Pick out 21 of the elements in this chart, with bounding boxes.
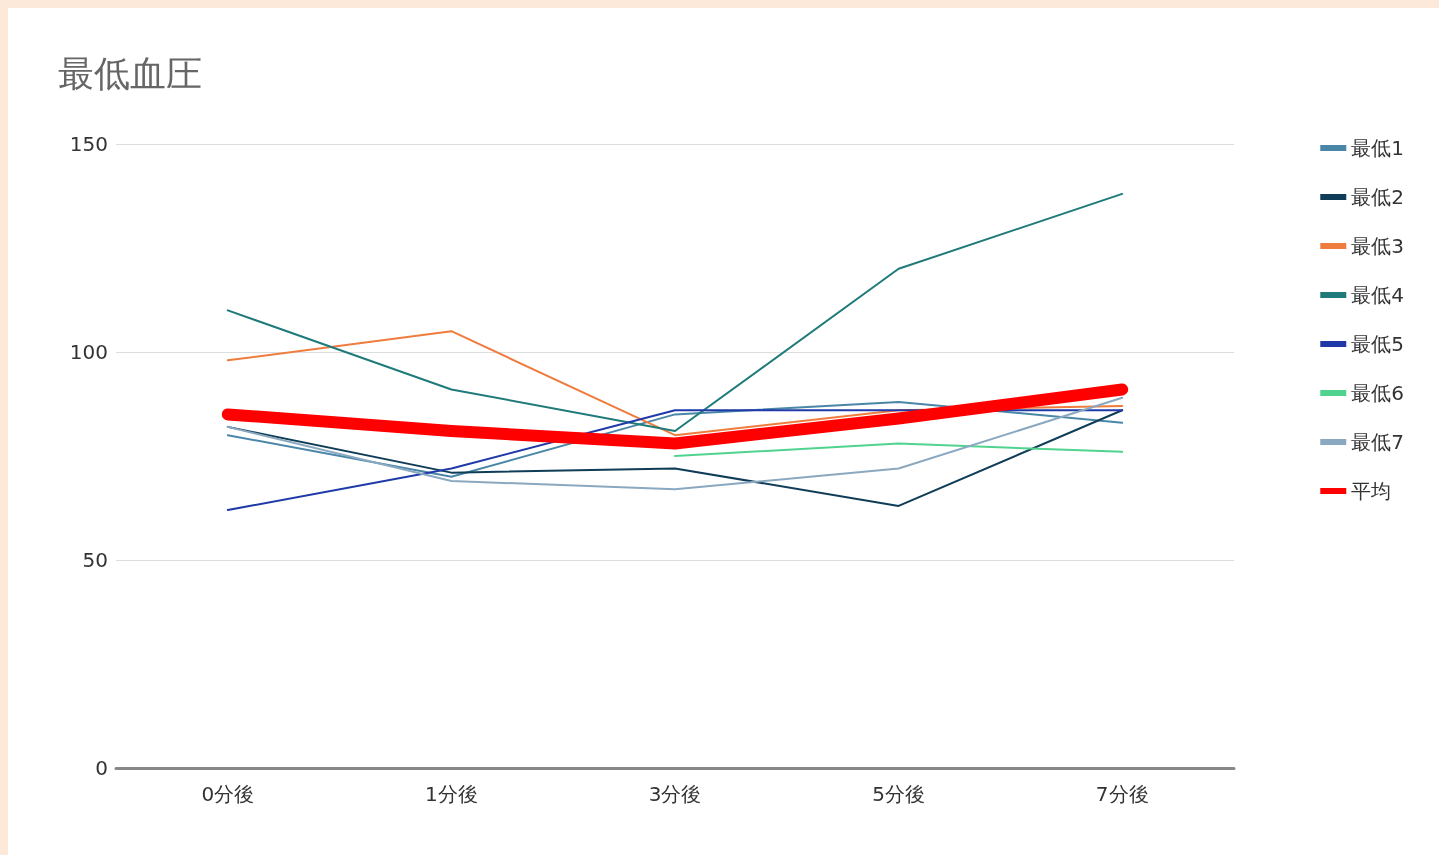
legend-label: 最低2: [1351, 185, 1405, 209]
legend-label: 最低6: [1351, 381, 1405, 405]
y-tick-label: 100: [69, 340, 108, 364]
x-tick-label: 0分後: [201, 782, 255, 806]
x-tick-label: 1分後: [425, 782, 478, 806]
legend-label: 最低7: [1351, 430, 1405, 454]
legend-label: 平均: [1351, 479, 1392, 503]
line-series: [226, 192, 1124, 433]
y-tick-label: 50: [82, 548, 108, 572]
y-tick-label: 0: [95, 756, 108, 780]
legend-label: 最低1: [1351, 136, 1405, 160]
legend-label: 最低4: [1351, 283, 1405, 307]
line-series: [226, 400, 1124, 478]
x-tick-label: 3分後: [648, 782, 702, 806]
line-series: [226, 396, 1124, 491]
x-tick-label: 5分後: [872, 782, 925, 806]
chart-title: 最低血圧: [58, 52, 202, 94]
y-tick-label: 150: [69, 132, 108, 156]
x-tick-label: 7分後: [1095, 782, 1149, 806]
legend-label: 最低5: [1351, 332, 1405, 356]
legend-label: 最低3: [1351, 234, 1405, 258]
